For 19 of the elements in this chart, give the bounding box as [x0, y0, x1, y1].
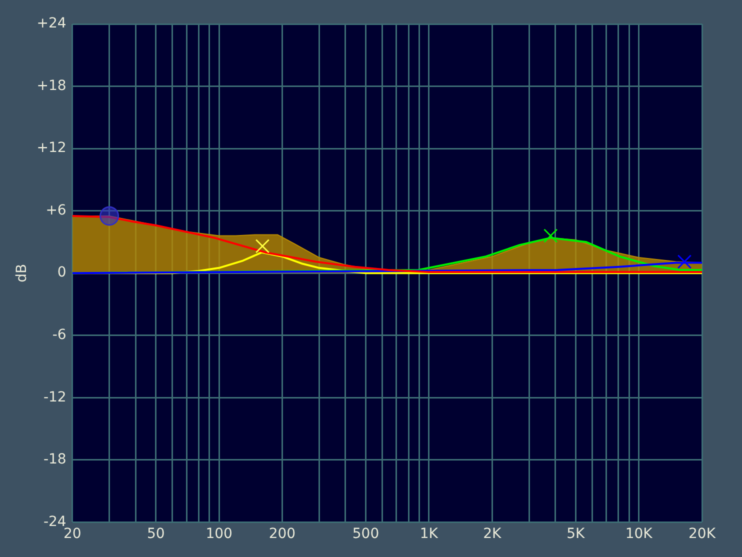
y-tick-label: +24 — [36, 16, 66, 32]
x-tick-label: 20 — [63, 526, 82, 542]
y-tick-label: -18 — [43, 452, 66, 468]
x-tick-label: 200 — [268, 526, 296, 542]
y-tick-label: 0 — [57, 264, 66, 281]
x-tick-label: 2K — [483, 526, 502, 542]
y-tick-label: +6 — [46, 202, 66, 218]
y-tick-label: -12 — [43, 389, 66, 406]
x-tick-label: 100 — [206, 526, 232, 542]
x-tick-label: 10K — [625, 526, 654, 542]
x-tick-label: 500 — [352, 526, 380, 542]
y-tick-label: +12 — [36, 140, 66, 156]
x-tick-label: 5K — [566, 526, 586, 542]
y-tick-label: -6 — [52, 327, 66, 344]
x-tick-label: 50 — [146, 526, 165, 542]
y-axis-title: dB — [14, 264, 30, 282]
x-tick-label: 20K — [688, 526, 716, 542]
x-tick-label: 1K — [420, 526, 439, 542]
y-tick-label: +18 — [36, 78, 66, 94]
